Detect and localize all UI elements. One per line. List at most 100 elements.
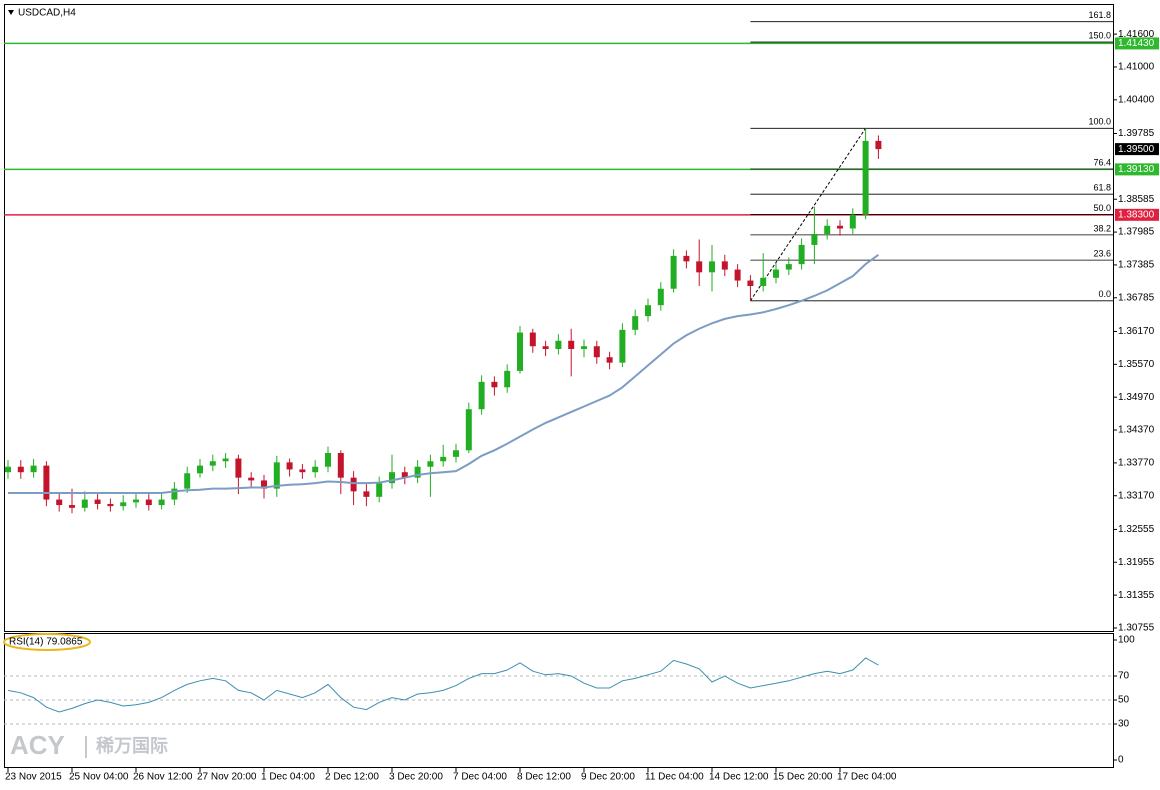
candle-body — [30, 465, 37, 473]
candle-body — [529, 332, 536, 347]
candle-body — [568, 340, 575, 349]
candle-body — [184, 473, 191, 489]
price-level-box — [1115, 208, 1159, 221]
menu-triangle[interactable] — [8, 10, 14, 15]
candle-body — [248, 477, 255, 481]
y-tick-label: 1.37385 — [1118, 260, 1155, 271]
y-tick-label: 1.31955 — [1118, 557, 1155, 568]
y-tick-label: 1.36170 — [1118, 326, 1155, 337]
candle-body — [363, 491, 370, 497]
candle-body — [5, 466, 11, 473]
current-price-label: 1.39500 — [1118, 144, 1155, 155]
fib-label: 76.4 — [1093, 157, 1111, 167]
y-tick-label: 1.35570 — [1118, 359, 1155, 370]
fib-label: 23.6 — [1093, 248, 1111, 258]
candle-body — [261, 480, 267, 489]
candle-body — [222, 458, 229, 462]
y-tick-label: 1.30755 — [1118, 623, 1155, 634]
candle-body — [657, 288, 664, 306]
candle-body — [171, 488, 178, 500]
fib-trend — [749, 128, 867, 302]
candle-body — [427, 461, 434, 467]
current-price-box — [1115, 143, 1159, 156]
y-tick-label: 1.41000 — [1118, 62, 1155, 73]
candle-body — [120, 502, 127, 507]
x-tick-label: 14 Dec 12:00 — [709, 772, 769, 783]
candle-body — [209, 461, 216, 466]
candle-body — [389, 472, 395, 484]
candle-body — [824, 225, 831, 234]
candle-body — [747, 280, 754, 287]
fib-label: 161.8 — [1088, 10, 1111, 20]
candle-body — [837, 225, 843, 229]
x-tick-label: 1 Dec 04:00 — [261, 772, 315, 783]
price-level-box — [1115, 163, 1159, 176]
candle-body — [709, 261, 715, 273]
candle-body — [197, 465, 203, 474]
y-tick-label: 1.37985 — [1118, 227, 1155, 238]
candle-body — [17, 466, 24, 473]
candle-body — [325, 453, 331, 467]
candle-body — [721, 261, 728, 270]
y-tick-label: 0 — [1118, 755, 1124, 766]
y-tick-label: 1.34370 — [1118, 425, 1155, 436]
y-tick-label: 1.31355 — [1118, 590, 1155, 601]
fib-label: 100.0 — [1088, 117, 1111, 127]
fib-label: 0.0 — [1098, 289, 1111, 299]
price-level-label: 1.38300 — [1118, 209, 1155, 220]
candle-body — [94, 499, 101, 504]
main-frame — [4, 4, 1114, 632]
candle-body — [875, 140, 882, 150]
candle-body — [56, 499, 63, 506]
x-tick-label: 15 Dec 20:00 — [773, 772, 833, 783]
y-tick-label: 50 — [1118, 695, 1130, 706]
candle-body — [43, 465, 50, 500]
candle-body — [81, 499, 88, 508]
candle-body — [555, 340, 562, 349]
candle-body — [478, 381, 485, 410]
y-tick-label: 1.38585 — [1118, 194, 1155, 205]
candle-body — [337, 453, 344, 478]
candle-body — [645, 305, 651, 317]
y-tick-label: 1.41600 — [1118, 29, 1155, 40]
fib-label: 50.0 — [1093, 203, 1111, 213]
watermark-name: 稀万国际 — [96, 735, 168, 756]
candle-body — [465, 409, 472, 451]
fib-label: 38.2 — [1093, 223, 1111, 233]
y-tick-label: 1.40400 — [1118, 94, 1155, 105]
x-tick-label: 9 Dec 20:00 — [581, 772, 635, 783]
candle-body — [581, 346, 587, 349]
candle-body — [773, 269, 779, 278]
y-tick-label: 1.33170 — [1118, 490, 1155, 501]
candle-body — [401, 472, 408, 478]
x-tick-label: 7 Dec 04:00 — [453, 772, 507, 783]
candle-body — [862, 140, 869, 215]
x-tick-label: 17 Dec 04:00 — [837, 772, 897, 783]
x-tick-label: 25 Nov 04:00 — [69, 772, 129, 783]
candle-body — [670, 255, 677, 289]
x-tick-label: 23 Nov 2015 — [5, 772, 62, 783]
candle-body — [133, 499, 139, 503]
candle-body — [158, 499, 165, 506]
candle-body — [593, 346, 600, 358]
y-tick-label: 1.32555 — [1118, 524, 1155, 535]
candle-body — [683, 255, 690, 262]
candle-body — [734, 269, 741, 281]
candle-body — [145, 499, 152, 506]
x-tick-label: 8 Dec 12:00 — [517, 772, 571, 783]
candle-body — [273, 462, 280, 489]
candle-body — [542, 346, 549, 349]
y-tick-label: 30 — [1118, 719, 1130, 730]
candle-body — [414, 466, 421, 478]
candle-body — [491, 381, 498, 388]
x-tick-label: 3 Dec 20:00 — [389, 772, 443, 783]
candle-body — [849, 214, 856, 229]
candle-body — [798, 244, 805, 265]
rsi-line — [7, 657, 879, 713]
candle-body — [453, 450, 459, 457]
candle-body — [286, 462, 293, 470]
x-tick-label: 27 Nov 20:00 — [197, 772, 257, 783]
y-tick-label: 1.33770 — [1118, 458, 1155, 469]
